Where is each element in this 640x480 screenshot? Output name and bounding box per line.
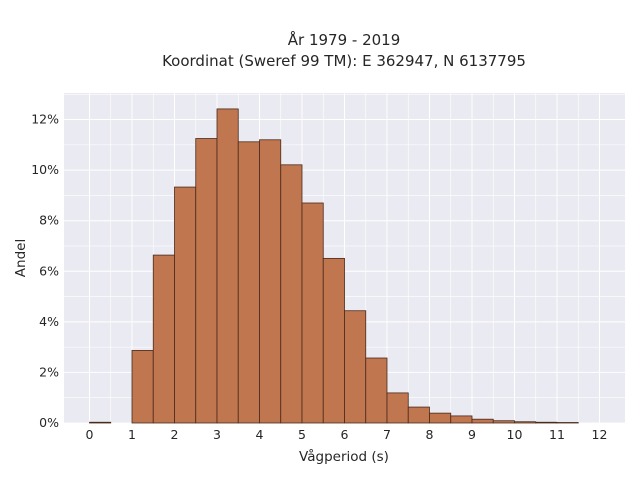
y-tick-labels: 0% 2% 4% 6% 8% 10% 12% bbox=[31, 112, 59, 430]
y-tick-label: 8% bbox=[39, 213, 59, 228]
x-tick-label: 10 bbox=[507, 427, 523, 442]
histogram-bar bbox=[237, 141, 260, 424]
chart-title-line-1: År 1979 - 2019 bbox=[288, 30, 401, 49]
x-tick-label: 1 bbox=[128, 427, 136, 442]
x-tick-label: 4 bbox=[256, 427, 264, 442]
histogram-bar bbox=[471, 418, 494, 424]
histogram-bar bbox=[195, 138, 218, 424]
y-axis-label: Andel bbox=[13, 239, 29, 277]
histogram-bar bbox=[152, 254, 175, 424]
y-tick-label: 6% bbox=[39, 263, 59, 278]
histogram-bar bbox=[174, 186, 197, 424]
histogram-bar bbox=[514, 421, 537, 424]
y-tick-label: 10% bbox=[31, 162, 59, 177]
x-tick-label: 5 bbox=[298, 427, 306, 442]
histogram-bar bbox=[89, 421, 112, 424]
x-tick-label: 3 bbox=[213, 427, 221, 442]
bars bbox=[89, 108, 579, 424]
histogram-bar bbox=[344, 310, 367, 424]
x-tick-label: 9 bbox=[468, 427, 476, 442]
histogram-bar bbox=[450, 415, 473, 424]
histogram-bar bbox=[365, 357, 388, 424]
y-tick-label: 0% bbox=[39, 415, 59, 430]
histogram-bar bbox=[492, 420, 515, 424]
histogram-bar bbox=[259, 139, 282, 424]
y-tick-label: 12% bbox=[31, 112, 59, 127]
x-tick-label: 8 bbox=[426, 427, 434, 442]
y-tick-label: 4% bbox=[39, 314, 59, 329]
chart-title-line-2: Koordinat (Sweref 99 TM): E 362947, N 61… bbox=[162, 52, 526, 70]
histogram-bar bbox=[556, 422, 579, 424]
x-tick-labels: 0 1 2 3 4 5 6 7 8 9 10 11 12 bbox=[86, 427, 608, 442]
x-tick-label: 2 bbox=[171, 427, 179, 442]
histogram-bar bbox=[386, 392, 409, 424]
histogram-bar bbox=[407, 406, 430, 424]
histogram-bar bbox=[429, 412, 452, 424]
histogram-bar bbox=[131, 350, 154, 424]
histogram-bar bbox=[322, 257, 345, 424]
x-tick-label: 7 bbox=[383, 427, 391, 442]
x-axis-label: Vågperiod (s) bbox=[299, 448, 389, 465]
histogram-bar bbox=[301, 202, 324, 424]
histogram-bar bbox=[216, 108, 239, 424]
y-tick-label: 2% bbox=[39, 364, 59, 379]
histogram-bar bbox=[280, 164, 303, 424]
x-tick-label: 0 bbox=[86, 427, 94, 442]
histogram-bar bbox=[535, 421, 558, 424]
x-tick-label: 11 bbox=[549, 427, 565, 442]
x-tick-label: 12 bbox=[592, 427, 608, 442]
x-tick-label: 6 bbox=[341, 427, 349, 442]
